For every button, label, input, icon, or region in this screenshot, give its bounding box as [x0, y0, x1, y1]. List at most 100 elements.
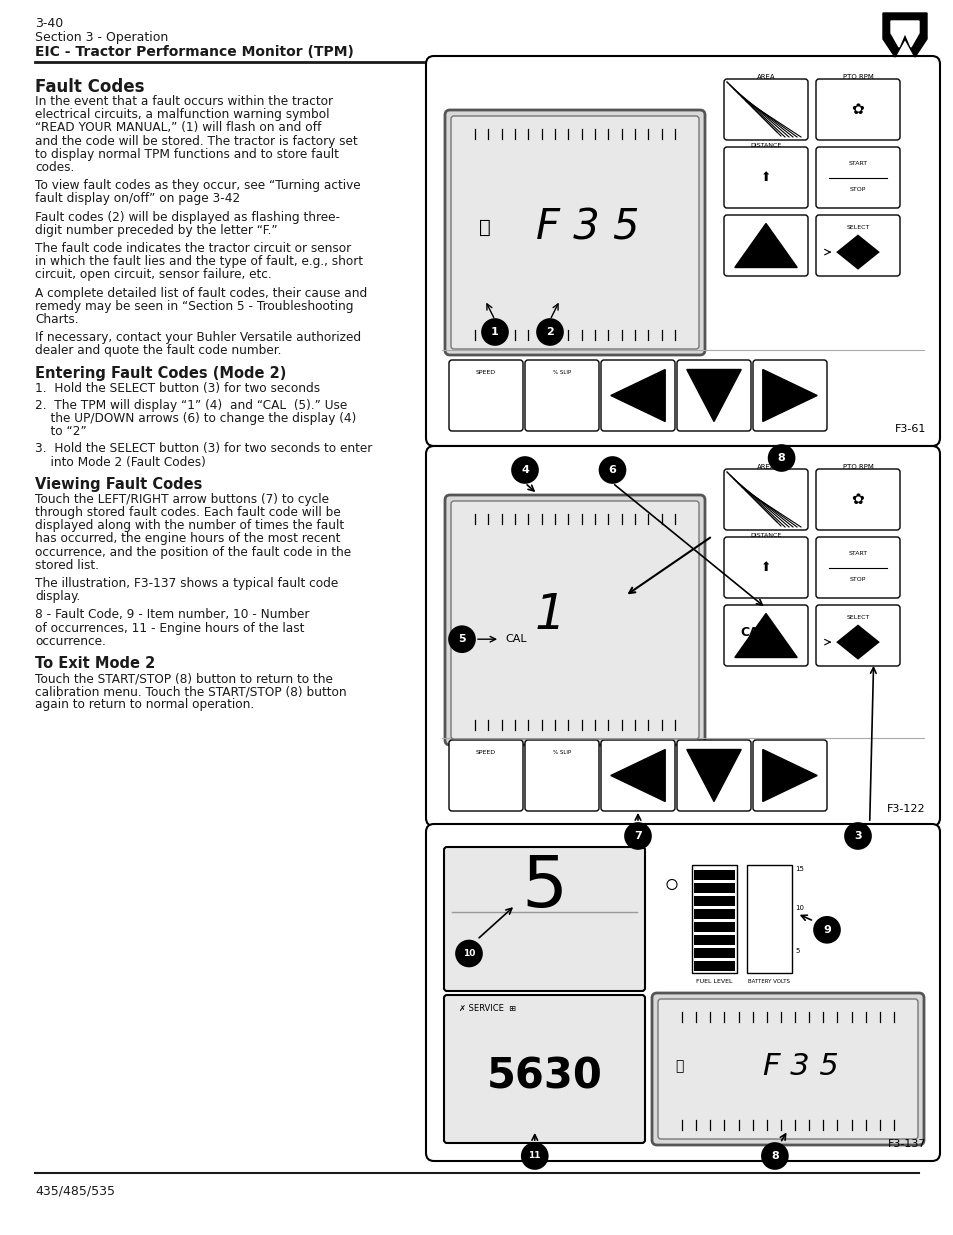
Text: 3-40: 3-40: [35, 17, 63, 30]
Text: occurrence.: occurrence.: [35, 635, 106, 648]
FancyBboxPatch shape: [746, 864, 791, 973]
Text: stored list.: stored list.: [35, 558, 99, 572]
Text: 8: 8: [770, 1151, 778, 1161]
Text: DISTANCE: DISTANCE: [750, 143, 781, 148]
FancyBboxPatch shape: [815, 605, 899, 666]
Text: Touch the LEFT/RIGHT arrow buttons (7) to cycle: Touch the LEFT/RIGHT arrow buttons (7) t…: [35, 493, 329, 506]
Polygon shape: [762, 369, 817, 421]
FancyBboxPatch shape: [451, 501, 699, 739]
FancyBboxPatch shape: [443, 847, 644, 990]
Circle shape: [537, 319, 562, 345]
Text: A complete detailed list of fault codes, their cause and: A complete detailed list of fault codes,…: [35, 287, 367, 300]
Text: and the code will be stored. The tractor is factory set: and the code will be stored. The tractor…: [35, 135, 357, 148]
Polygon shape: [890, 21, 918, 47]
FancyBboxPatch shape: [723, 469, 807, 530]
Text: ✿: ✿: [851, 492, 863, 508]
FancyBboxPatch shape: [600, 359, 675, 431]
Text: 5: 5: [794, 948, 799, 955]
Text: F3-122: F3-122: [886, 804, 925, 814]
Text: START: START: [847, 551, 866, 556]
Text: Charts.: Charts.: [35, 312, 78, 326]
FancyBboxPatch shape: [449, 740, 522, 811]
Text: To Exit Mode 2: To Exit Mode 2: [35, 656, 155, 671]
Text: F 3 5: F 3 5: [536, 206, 639, 248]
Text: 4: 4: [520, 466, 528, 475]
Text: occurrence, and the position of the fault code in the: occurrence, and the position of the faul…: [35, 546, 351, 558]
FancyBboxPatch shape: [658, 999, 917, 1139]
Text: 3.  Hold the SELECT button (3) for two seconds to enter: 3. Hold the SELECT button (3) for two se…: [35, 442, 372, 456]
Text: START: START: [847, 162, 866, 167]
Text: 📖: 📖: [478, 219, 491, 237]
Text: % SLIP: % SLIP: [553, 370, 571, 375]
Text: STOP: STOP: [849, 577, 865, 582]
FancyBboxPatch shape: [815, 469, 899, 530]
Text: of occurrences, 11 - Engine hours of the last: of occurrences, 11 - Engine hours of the…: [35, 621, 304, 635]
Text: Fault Codes: Fault Codes: [35, 78, 144, 96]
FancyBboxPatch shape: [693, 909, 734, 919]
Circle shape: [598, 457, 625, 483]
Text: again to return to normal operation.: again to return to normal operation.: [35, 699, 253, 711]
Circle shape: [768, 445, 794, 471]
FancyBboxPatch shape: [723, 605, 807, 666]
FancyBboxPatch shape: [752, 359, 826, 431]
Text: 9: 9: [822, 925, 830, 935]
FancyBboxPatch shape: [693, 947, 734, 958]
Text: through stored fault codes. Each fault code will be: through stored fault codes. Each fault c…: [35, 506, 340, 519]
Polygon shape: [734, 614, 797, 657]
Text: electrical circuits, a malfunction warning symbol: electrical circuits, a malfunction warni…: [35, 109, 329, 121]
Text: CAL: CAL: [740, 625, 766, 638]
Text: 1.  Hold the SELECT button (3) for two seconds: 1. Hold the SELECT button (3) for two se…: [35, 382, 320, 395]
FancyBboxPatch shape: [693, 935, 734, 945]
Text: 5630: 5630: [486, 1055, 601, 1097]
FancyBboxPatch shape: [815, 537, 899, 598]
Text: Touch the START/STOP (8) button to return to the: Touch the START/STOP (8) button to retur…: [35, 672, 333, 685]
Text: digit number preceded by the letter “F.”: digit number preceded by the letter “F.”: [35, 224, 277, 237]
Text: ✗ SERVICE  ⊞: ✗ SERVICE ⊞: [458, 1004, 516, 1013]
Text: calibration menu. Touch the START/STOP (8) button: calibration menu. Touch the START/STOP (…: [35, 685, 346, 698]
Circle shape: [456, 941, 481, 967]
FancyBboxPatch shape: [752, 740, 826, 811]
Text: AREA: AREA: [756, 464, 775, 471]
FancyBboxPatch shape: [723, 79, 807, 140]
Text: STOP: STOP: [849, 186, 865, 193]
Text: In the event that a fault occurs within the tractor: In the event that a fault occurs within …: [35, 95, 333, 107]
FancyBboxPatch shape: [524, 740, 598, 811]
FancyBboxPatch shape: [723, 215, 807, 275]
Text: 5: 5: [457, 635, 465, 645]
Text: displayed along with the number of times the fault: displayed along with the number of times…: [35, 519, 344, 532]
Text: codes.: codes.: [35, 161, 74, 174]
Text: 8: 8: [777, 453, 784, 463]
Polygon shape: [762, 750, 817, 802]
FancyBboxPatch shape: [524, 359, 598, 431]
Circle shape: [449, 626, 475, 652]
Text: Fault codes (2) will be displayed as flashing three-: Fault codes (2) will be displayed as fla…: [35, 211, 339, 224]
Polygon shape: [835, 625, 879, 659]
Text: 10: 10: [462, 948, 475, 958]
Text: Entering Fault Codes (Mode 2): Entering Fault Codes (Mode 2): [35, 366, 286, 380]
Text: The fault code indicates the tractor circuit or sensor: The fault code indicates the tractor cir…: [35, 242, 351, 254]
Text: to display normal TPM functions and to store fault: to display normal TPM functions and to s…: [35, 148, 338, 161]
FancyBboxPatch shape: [723, 147, 807, 207]
Text: 435/485/535: 435/485/535: [35, 1186, 115, 1198]
Circle shape: [521, 1144, 547, 1170]
Text: 3: 3: [853, 831, 861, 841]
Text: display.: display.: [35, 590, 80, 603]
Text: “READ YOUR MANUAL,” (1) will flash on and off: “READ YOUR MANUAL,” (1) will flash on an…: [35, 121, 321, 135]
FancyBboxPatch shape: [815, 79, 899, 140]
Text: Section 3 - Operation: Section 3 - Operation: [35, 31, 168, 44]
Text: SPEED: SPEED: [476, 370, 496, 375]
FancyBboxPatch shape: [693, 961, 734, 971]
Circle shape: [481, 319, 507, 345]
FancyBboxPatch shape: [693, 895, 734, 906]
Polygon shape: [610, 750, 664, 802]
FancyBboxPatch shape: [444, 495, 704, 745]
FancyBboxPatch shape: [426, 56, 939, 446]
Text: EIC - Tractor Performance Monitor (TPM): EIC - Tractor Performance Monitor (TPM): [35, 44, 354, 59]
Text: DISTANCE: DISTANCE: [750, 534, 781, 538]
FancyBboxPatch shape: [449, 359, 522, 431]
FancyBboxPatch shape: [691, 864, 737, 973]
Text: 15: 15: [794, 866, 803, 872]
Circle shape: [761, 1144, 787, 1170]
Text: AREA: AREA: [756, 74, 775, 80]
Text: 📖: 📖: [674, 1060, 682, 1073]
